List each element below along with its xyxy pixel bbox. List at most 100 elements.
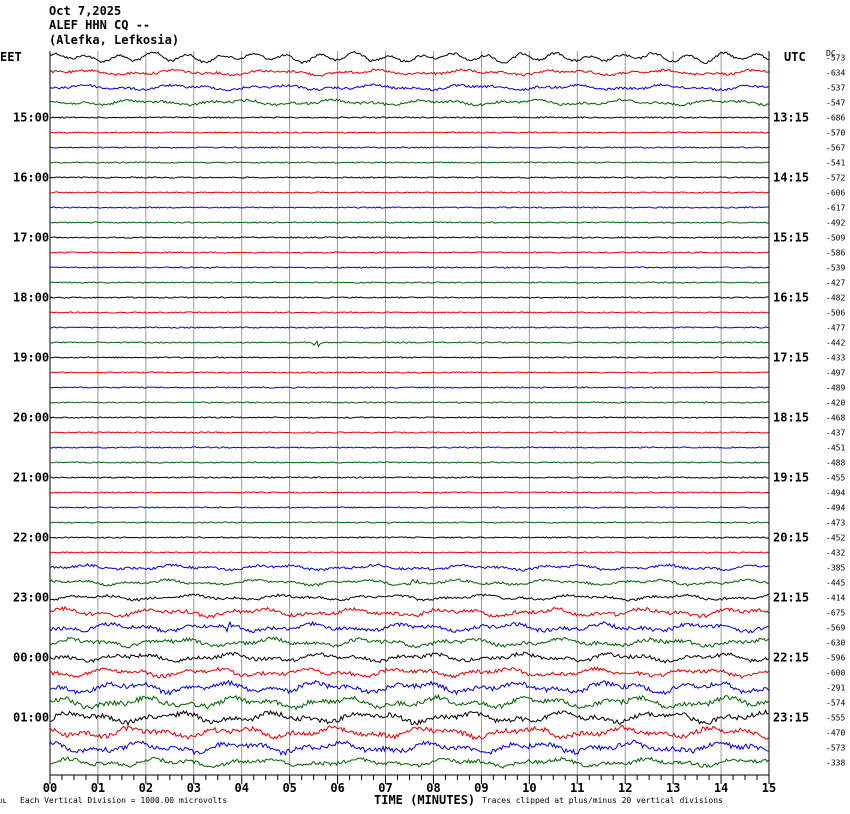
seismic-trace	[49, 131, 769, 134]
trace-offset-label: -509	[826, 234, 845, 243]
x-tick-label: 15	[762, 781, 776, 795]
station-location: (Alefka, Lefkosia)	[49, 33, 180, 47]
dc-label: DC	[826, 49, 836, 58]
trace-offset-label: -291	[826, 684, 845, 693]
x-tick-label: 02	[139, 781, 153, 795]
seismic-trace	[49, 116, 769, 119]
trace-offset-label: -600	[826, 669, 845, 678]
seismic-trace	[49, 50, 769, 65]
trace-offset-label: -470	[826, 729, 845, 738]
trace-offset-label: -452	[826, 534, 845, 543]
trace-offset-label: -432	[826, 549, 845, 558]
x-tick-label: 04	[235, 781, 249, 795]
x-tick-label: 10	[522, 781, 536, 795]
seismic-trace	[49, 176, 769, 179]
seismic-trace	[49, 311, 769, 314]
seismic-trace	[49, 636, 769, 649]
trace-offset-label: -570	[826, 129, 845, 138]
trace-offset-label: -482	[826, 294, 845, 303]
left-hour-label: 21:00	[13, 471, 49, 485]
trace-offset-label: -414	[826, 594, 845, 603]
left-hour-label: 01:00	[13, 711, 49, 725]
left-hour-label: 20:00	[13, 411, 49, 425]
trace-offset-label: -555	[826, 714, 845, 723]
trace-offset-label: -686	[826, 114, 845, 123]
seismic-trace	[49, 679, 769, 696]
seismic-trace	[49, 191, 769, 194]
seismic-trace	[49, 98, 769, 107]
seismic-trace	[49, 386, 769, 389]
x-tick-label: 08	[426, 781, 440, 795]
seismic-trace	[49, 401, 769, 404]
trace-offset-label: -606	[826, 189, 845, 198]
trace-offset-label: -586	[826, 249, 845, 258]
trace-offset-label: -420	[826, 399, 845, 408]
right-hour-label: 21:15	[773, 591, 809, 605]
chart-date: Oct 7,2025	[49, 4, 122, 18]
seismic-trace	[49, 161, 769, 164]
trace-offset-label: -596	[826, 654, 845, 663]
right-hour-label: 17:15	[773, 351, 809, 365]
trace-offset-label: -541	[826, 159, 845, 168]
x-tick-label: 03	[187, 781, 201, 795]
seismic-trace	[49, 266, 769, 269]
trace-offset-label: -492	[826, 219, 845, 228]
trace-offset-label: -506	[826, 309, 845, 318]
seismic-trace	[49, 340, 769, 348]
right-hour-label: 23:15	[773, 711, 809, 725]
trace-offset-label: -489	[826, 384, 845, 393]
x-tick-label: 14	[714, 781, 728, 795]
left-hour-label: 19:00	[13, 351, 49, 365]
left-timezone-label: EET	[0, 50, 22, 64]
seismic-trace	[49, 491, 769, 494]
right-timezone-label: UTC	[784, 50, 806, 64]
trace-offset-label: -537	[826, 84, 845, 93]
right-hour-label: 14:15	[773, 171, 809, 185]
trace-offset-label: -675	[826, 609, 845, 618]
seismic-trace	[49, 461, 769, 464]
trace-offset-label: -617	[826, 204, 845, 213]
right-hour-label: 15:15	[773, 231, 809, 245]
seismic-trace	[49, 536, 769, 539]
seismic-trace	[49, 756, 769, 769]
seismic-trace	[49, 446, 769, 449]
trace-offset-label: -574	[826, 699, 845, 708]
seismic-trace	[49, 506, 769, 509]
trace-offset-label: -473	[826, 519, 845, 528]
trace-offset-label: -445	[826, 579, 845, 588]
seismic-trace	[49, 521, 769, 524]
left-hour-label: 00:00	[13, 651, 49, 665]
trace-offset-label: -433	[826, 354, 845, 363]
trace-offset-label: -494	[826, 489, 845, 498]
trace-offset-label: -572	[826, 174, 845, 183]
seismic-trace	[49, 724, 769, 741]
seismic-trace	[49, 666, 769, 679]
trace-offset-label: -442	[826, 339, 845, 348]
seismic-trace	[49, 236, 769, 239]
left-hour-label: 18:00	[13, 291, 49, 305]
seismic-trace	[49, 620, 769, 634]
x-tick-label: 01	[91, 781, 105, 795]
right-hour-label: 22:15	[773, 651, 809, 665]
seismic-trace	[50, 326, 769, 329]
right-hour-label: 13:15	[773, 111, 809, 125]
station-code: ALEF HHN CQ --	[49, 18, 151, 32]
x-axis-title: TIME (MINUTES)	[374, 793, 476, 807]
trace-offset-label: -573	[826, 54, 845, 63]
right-hour-label: 18:15	[773, 411, 809, 425]
x-tick-label: 00	[43, 781, 57, 795]
seismic-trace	[50, 476, 769, 479]
seismic-trace	[49, 281, 769, 284]
right-hour-label: 19:15	[773, 471, 809, 485]
seismic-trace	[49, 416, 769, 419]
trace-offset-label: -488	[826, 459, 845, 468]
corner-mark: ᴊʟ	[0, 796, 8, 805]
seismic-trace	[49, 563, 769, 572]
scale-note: Each Vertical Division = 1000.00 microvo…	[20, 796, 228, 805]
left-hour-label: 22:00	[13, 531, 49, 545]
seismic-trace	[49, 605, 769, 619]
trace-offset-label: -630	[826, 639, 845, 648]
seismic-trace	[49, 651, 769, 664]
x-tick-label: 12	[618, 781, 632, 795]
